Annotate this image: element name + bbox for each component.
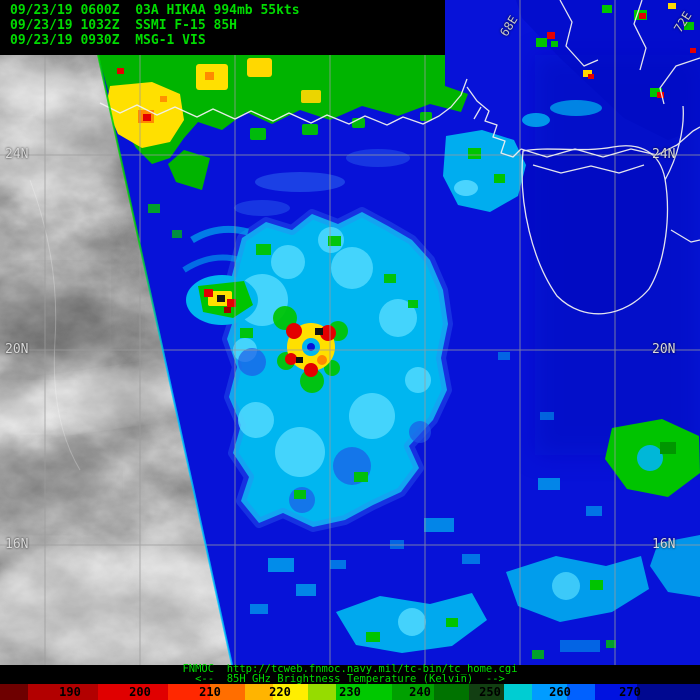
lat-label-16n-left: 16N bbox=[5, 537, 29, 552]
grid-lines bbox=[0, 0, 700, 665]
header-line-3: 09/23/19 0930Z MSG-1 VIS bbox=[10, 33, 206, 48]
colorbar-tick: 190 bbox=[59, 685, 81, 699]
cyclone bbox=[186, 207, 453, 532]
lat-label-16n-right: 16N bbox=[652, 537, 676, 552]
colorbar-tick: 250 bbox=[479, 685, 501, 699]
coastal-convection-band bbox=[96, 48, 468, 190]
lat-label-20n-right: 20N bbox=[652, 342, 676, 357]
colorbar-gradient bbox=[0, 684, 700, 700]
mainland-landmass bbox=[516, 0, 700, 140]
colorbar-tick: 230 bbox=[339, 685, 361, 699]
swath-edge-line bbox=[85, 0, 233, 665]
lat-label-24n-right: 24N bbox=[652, 147, 676, 162]
colorbar-tick: 240 bbox=[409, 685, 431, 699]
header-bar: 09/23/19 0600Z 03A HIKAA 994mb 55kts 09/… bbox=[0, 0, 445, 55]
footer-bar: FNMOC http://tcweb.fnmoc.navy.mil/tc-bin… bbox=[0, 663, 700, 700]
colorbar-tick: 260 bbox=[549, 685, 571, 699]
coastlines bbox=[99, 0, 700, 315]
colorbar-tick: 210 bbox=[199, 685, 221, 699]
colorbar-tick: 200 bbox=[129, 685, 151, 699]
nw-convection-cluster bbox=[186, 275, 258, 325]
scattered-rain-patches bbox=[250, 352, 700, 659]
inland-convection-specks bbox=[536, 3, 696, 98]
gujarat-landmass bbox=[522, 145, 668, 314]
coastal-rainband bbox=[443, 100, 602, 212]
lat-label-24n-left: 24N bbox=[5, 147, 29, 162]
colorbar: 190 200 210 220 230 240 250 260 270 bbox=[0, 684, 700, 700]
colorbar-ticks: 190 200 210 220 230 240 250 260 270 bbox=[0, 684, 700, 700]
lat-label-20n-left: 20N bbox=[5, 342, 29, 357]
footer-credit: FNMOC http://tcweb.fnmoc.navy.mil/tc-bin… bbox=[182, 663, 518, 675]
header-line-1: 09/23/19 0600Z 03A HIKAA 994mb 55kts bbox=[10, 3, 300, 18]
microwave-swath-region bbox=[86, 0, 700, 665]
colorbar-tick: 220 bbox=[269, 685, 291, 699]
colorbar-tick: 270 bbox=[619, 685, 641, 699]
footer-caption: <-- 85H GHz Brightness Temperature (Kelv… bbox=[195, 672, 505, 685]
header-line-2: 09/23/19 1032Z SSMI F-15 85H bbox=[10, 18, 237, 33]
eyewall bbox=[273, 306, 348, 393]
satellite-map bbox=[0, 0, 700, 665]
